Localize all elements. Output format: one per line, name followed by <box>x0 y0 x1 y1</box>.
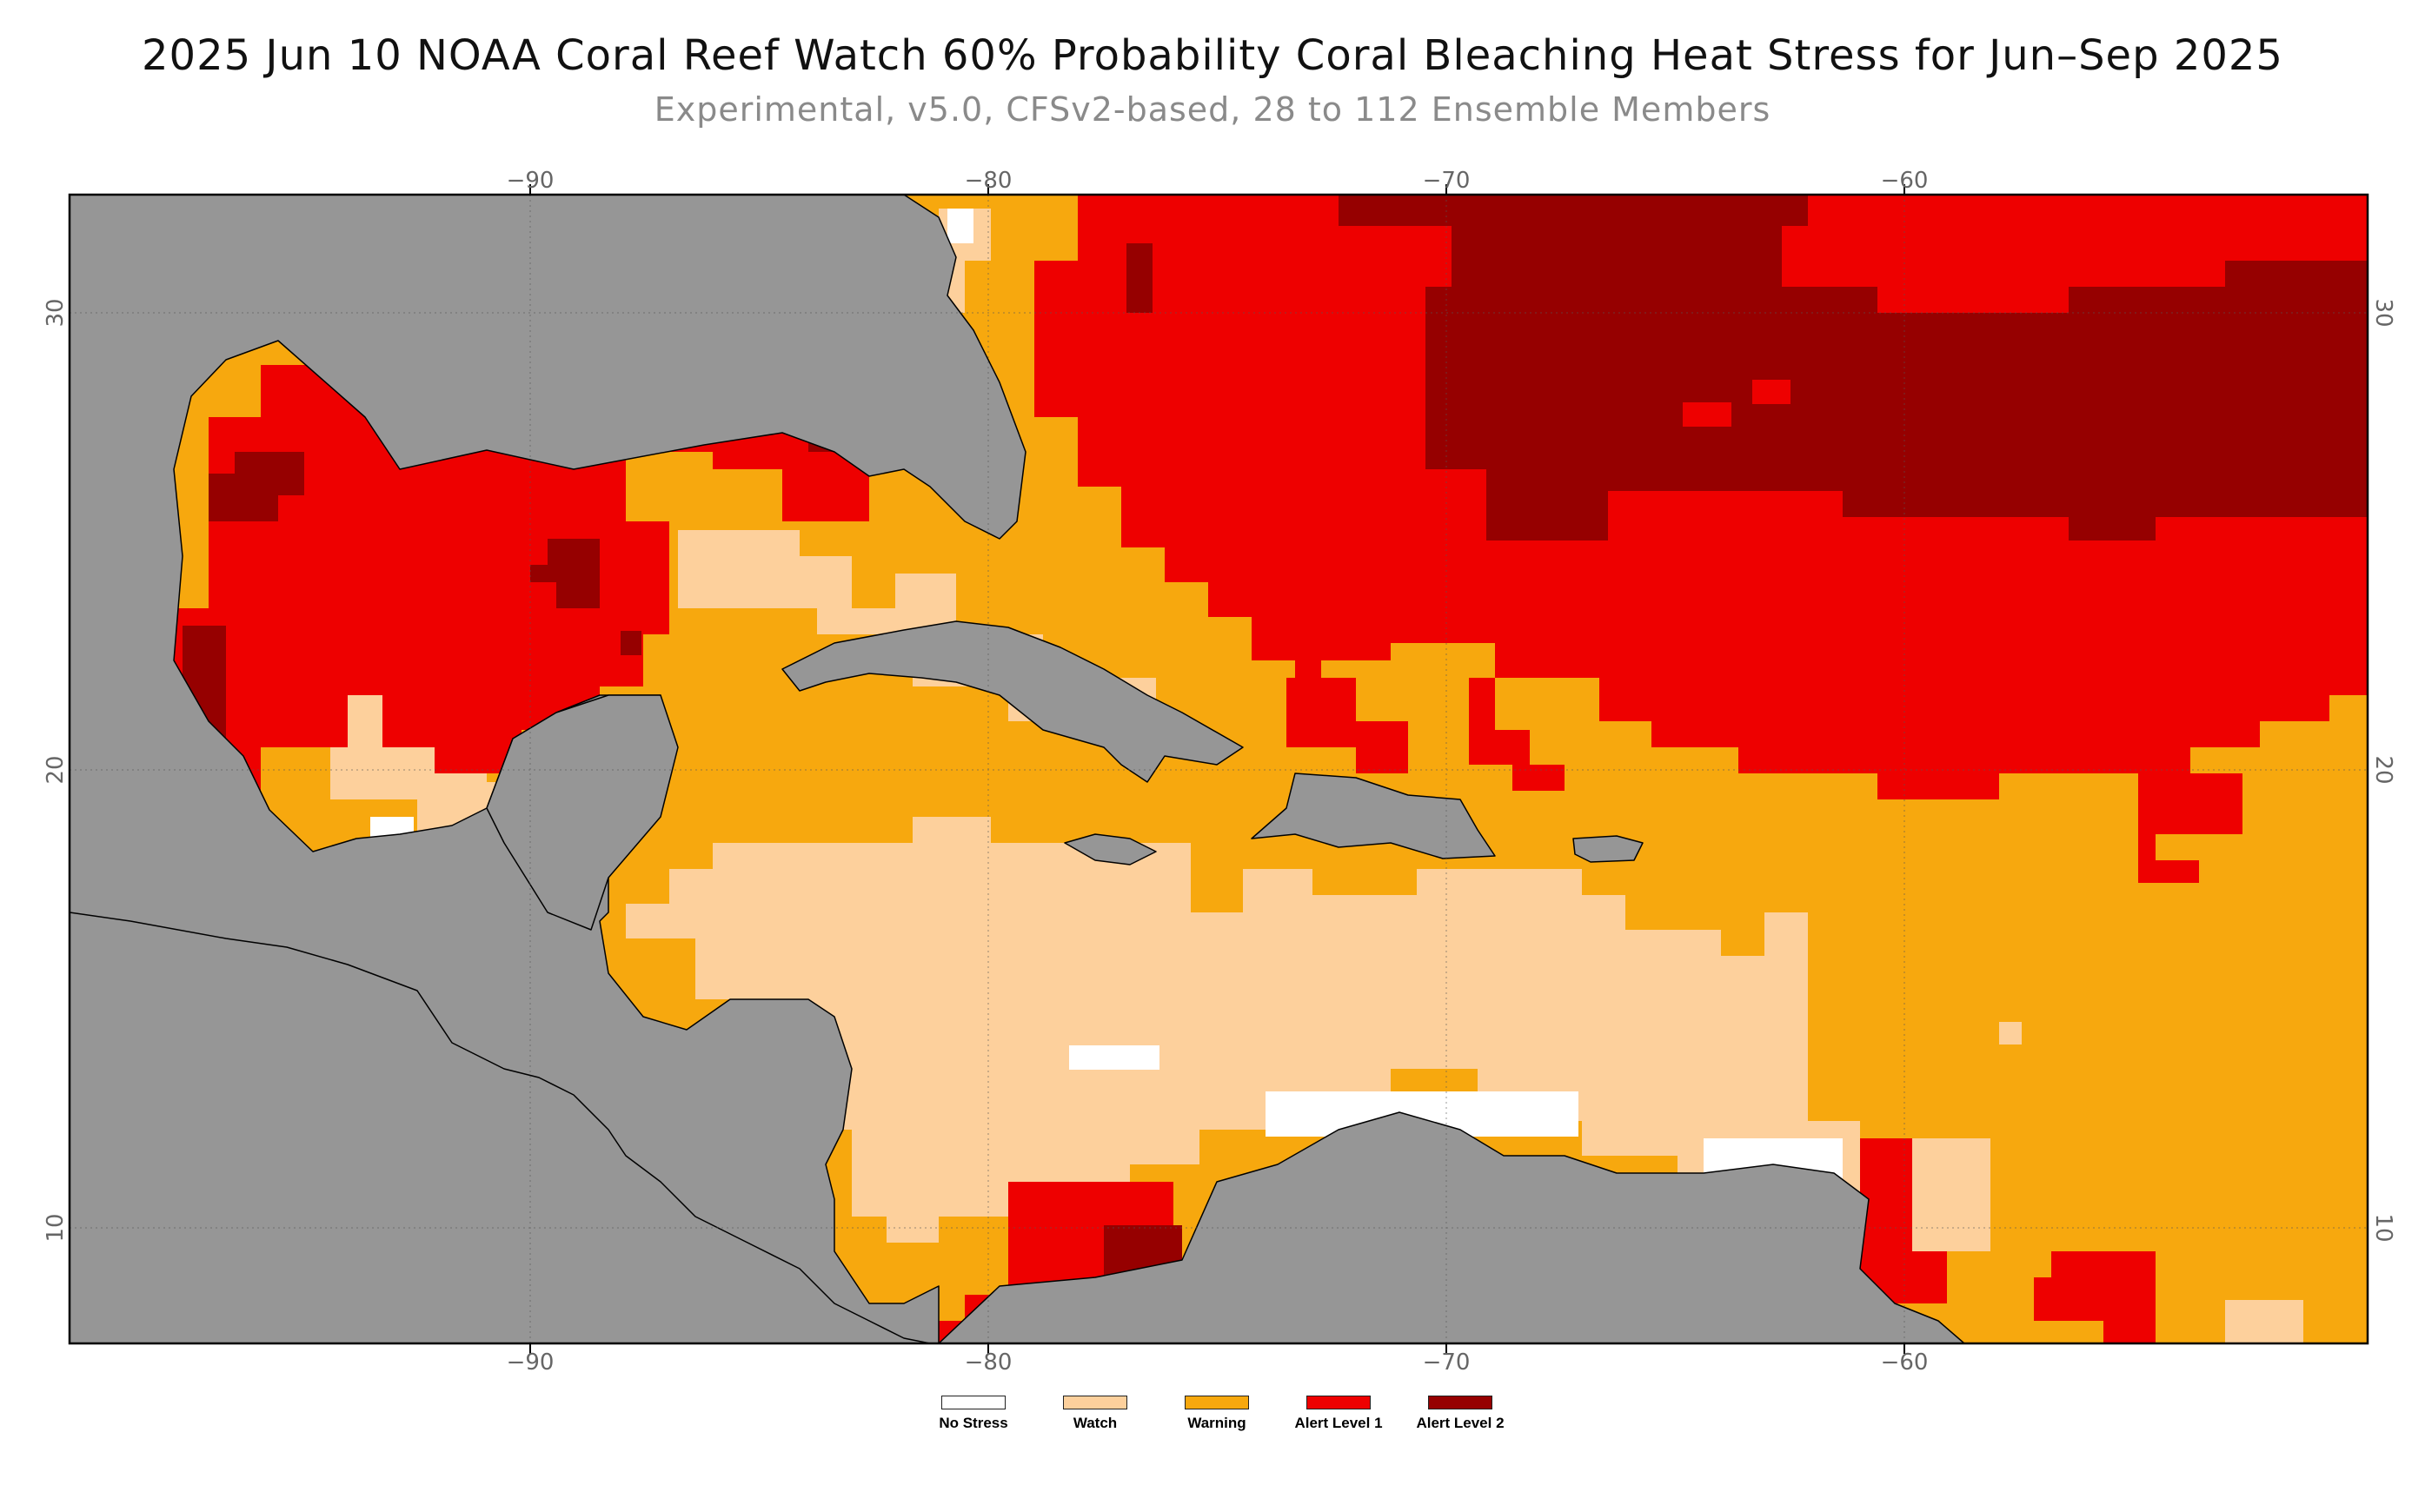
watch-patch <box>1999 1022 2022 1044</box>
puerto-rico-land <box>1572 835 1644 863</box>
atlantic-alert2-region <box>1339 195 2368 540</box>
lat-tick-label-right: 10 <box>2370 1213 2396 1242</box>
legend-swatch <box>1428 1396 1492 1409</box>
gulf-alert2-patch <box>209 452 304 521</box>
legend-item-alert-level-2: Alert Level 2 <box>1408 1396 1512 1432</box>
gulf-watch-patch <box>330 678 522 834</box>
tick-marks <box>529 184 1905 1354</box>
alert1-patch <box>1752 380 1791 404</box>
legend-label: Warning <box>1187 1415 1246 1431</box>
legend-label: No Stress <box>939 1415 1008 1431</box>
legend-swatch <box>1185 1396 1249 1409</box>
lon-tick-label-top: −80 <box>965 168 1013 194</box>
gulf-alert2-patch <box>530 539 600 608</box>
lon-tick-label-bottom: −60 <box>1881 1350 1929 1376</box>
watch-patch <box>1912 1138 1990 1251</box>
alert2-patch <box>1126 243 1153 313</box>
alert2-patch <box>621 631 641 655</box>
lat-tick-label-right: 30 <box>2370 298 2396 327</box>
legend-label: Alert Level 1 <box>1294 1415 1383 1431</box>
map-title: 2025 Jun 10 NOAA Coral Reef Watch 60% Pr… <box>142 31 2283 80</box>
alert1-patch <box>1683 402 1731 427</box>
hispaniola-land <box>1251 773 1496 859</box>
lat-tick-label-left: 20 <box>43 755 69 784</box>
legend-swatch <box>941 1396 1006 1409</box>
legend-swatch <box>1306 1396 1371 1409</box>
legend: No Stress Watch Warning Alert Level 1 Al… <box>0 1396 2425 1465</box>
lon-tick-label-bottom: −80 <box>965 1350 1013 1376</box>
lat-tick-label-right: 20 <box>2370 755 2396 784</box>
legend-swatch <box>1063 1396 1127 1409</box>
graticule <box>70 195 2368 1343</box>
no-stress-patch <box>947 209 973 243</box>
legend-label: Alert Level 2 <box>1416 1415 1505 1431</box>
lon-tick-label-top: −70 <box>1423 168 1471 194</box>
yucatan-land <box>486 694 679 931</box>
lon-tick-label-top: −60 <box>1881 168 1929 194</box>
legend-item-watch: Watch <box>1043 1396 1147 1432</box>
map-subtitle: Experimental, v5.0, CFSv2-based, 28 to 1… <box>654 90 1771 129</box>
cuba-land <box>781 620 1244 783</box>
lon-tick-label-bottom: −90 <box>507 1350 555 1376</box>
caribbean-watch-region <box>626 817 1860 1243</box>
jamaica-land <box>1064 833 1157 865</box>
caribbean-alert1-patch <box>1469 678 1565 791</box>
alert1-patch <box>2034 1277 2086 1321</box>
lon-tick-label-top: −90 <box>507 168 555 194</box>
lat-tick-label-left: 10 <box>43 1213 69 1242</box>
legend-item-warning: Warning <box>1165 1396 1269 1432</box>
map-frame <box>68 193 2369 1345</box>
legend-label: Watch <box>1073 1415 1118 1431</box>
lat-tick-label-left: 30 <box>43 298 69 327</box>
lon-tick-label-bottom: −70 <box>1423 1350 1471 1376</box>
legend-item-alert-level-1: Alert Level 1 <box>1286 1396 1391 1432</box>
watch-patch <box>2225 1300 2303 1343</box>
southeast-alert1-patch <box>2138 773 2242 860</box>
alert1-patch <box>2138 860 2199 883</box>
no-stress-patch <box>1069 1045 1159 1070</box>
legend-item-no-stress: No Stress <box>921 1396 1026 1432</box>
puerto-rico-alert1-patch <box>1286 678 1408 773</box>
